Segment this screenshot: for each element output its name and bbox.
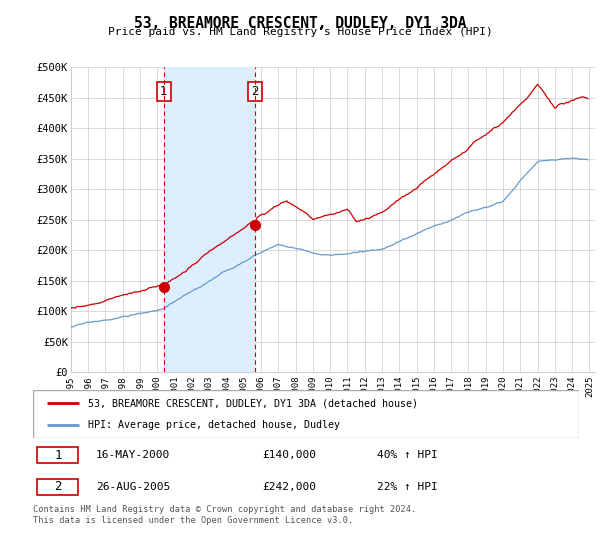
Text: 1: 1 <box>54 449 62 462</box>
Text: 22% ↑ HPI: 22% ↑ HPI <box>377 482 438 492</box>
FancyBboxPatch shape <box>33 390 579 438</box>
Text: HPI: Average price, detached house, Dudley: HPI: Average price, detached house, Dudl… <box>88 420 340 430</box>
Text: 26-AUG-2005: 26-AUG-2005 <box>96 482 170 492</box>
FancyBboxPatch shape <box>37 479 79 494</box>
Bar <box>164 67 255 372</box>
Text: 2: 2 <box>251 85 259 98</box>
Text: 2: 2 <box>54 480 62 493</box>
Text: £242,000: £242,000 <box>262 482 316 492</box>
Text: 53, BREAMORE CRESCENT, DUDLEY, DY1 3DA (detached house): 53, BREAMORE CRESCENT, DUDLEY, DY1 3DA (… <box>88 398 418 408</box>
Text: 16-MAY-2000: 16-MAY-2000 <box>96 450 170 460</box>
Text: 40% ↑ HPI: 40% ↑ HPI <box>377 450 438 460</box>
Text: 53, BREAMORE CRESCENT, DUDLEY, DY1 3DA: 53, BREAMORE CRESCENT, DUDLEY, DY1 3DA <box>134 16 466 31</box>
FancyBboxPatch shape <box>37 447 79 463</box>
Text: Price paid vs. HM Land Registry's House Price Index (HPI): Price paid vs. HM Land Registry's House … <box>107 27 493 37</box>
Text: Contains HM Land Registry data © Crown copyright and database right 2024.
This d: Contains HM Land Registry data © Crown c… <box>33 505 416 525</box>
Text: 1: 1 <box>160 85 167 98</box>
Text: £140,000: £140,000 <box>262 450 316 460</box>
